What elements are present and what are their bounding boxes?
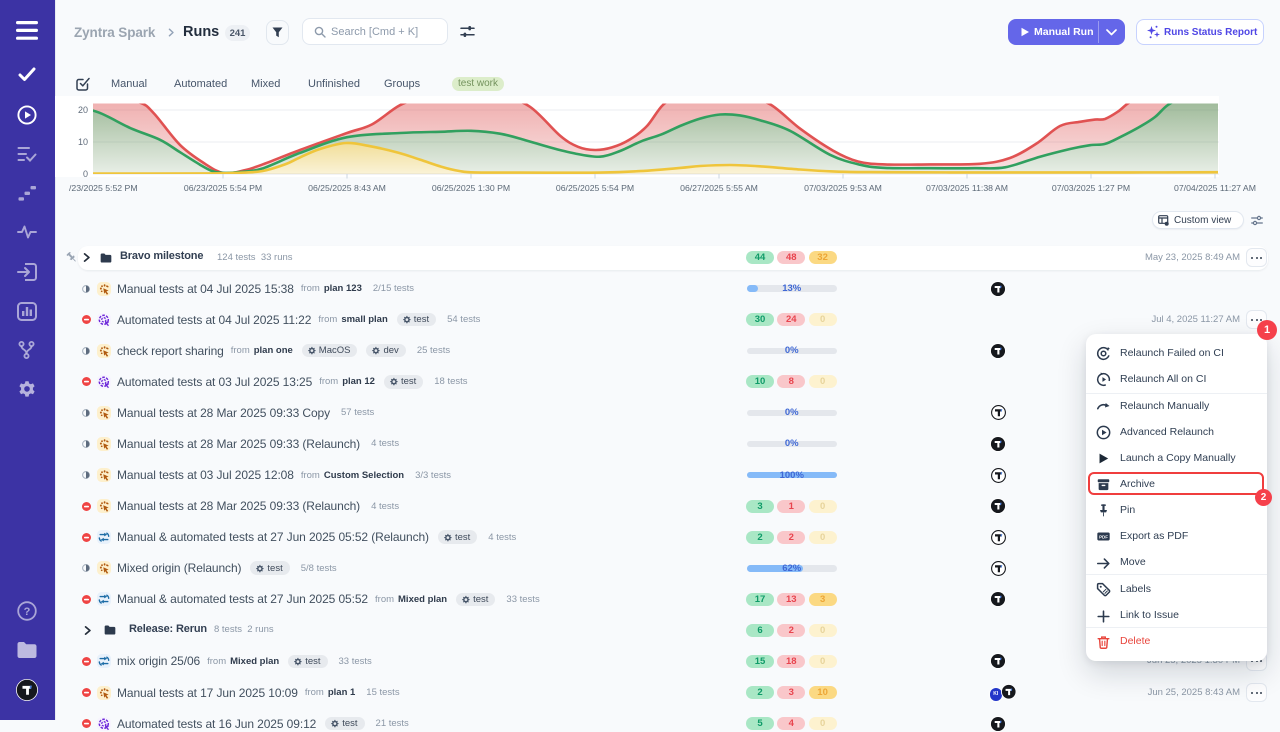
svg-text:07/03/2025 11:38 AM: 07/03/2025 11:38 AM [926, 183, 1008, 193]
svg-text:0: 0 [83, 169, 88, 179]
svg-text:06/25/2025 5:54 PM: 06/25/2025 5:54 PM [556, 183, 634, 193]
svg-text:10: 10 [78, 137, 88, 147]
svg-text:06/25/2025 8:43 AM: 06/25/2025 8:43 AM [308, 183, 386, 193]
svg-text:07/03/2025 9:53 AM: 07/03/2025 9:53 AM [804, 183, 882, 193]
svg-text:06/27/2025 5:55 AM: 06/27/2025 5:55 AM [680, 183, 758, 193]
svg-text:20: 20 [78, 105, 88, 115]
svg-text:06/23/2025 5:54 PM: 06/23/2025 5:54 PM [184, 183, 262, 193]
svg-text:?: ? [24, 606, 31, 618]
svg-text:/23/2025 5:52 PM: /23/2025 5:52 PM [69, 183, 138, 193]
svg-text:07/03/2025 1:27 PM: 07/03/2025 1:27 PM [1052, 183, 1130, 193]
svg-text:07/04/2025 11:27 AM: 07/04/2025 11:27 AM [1174, 183, 1256, 193]
svg-text:06/25/2025 1:30 PM: 06/25/2025 1:30 PM [432, 183, 510, 193]
svg-text:PDF: PDF [1099, 535, 1108, 540]
